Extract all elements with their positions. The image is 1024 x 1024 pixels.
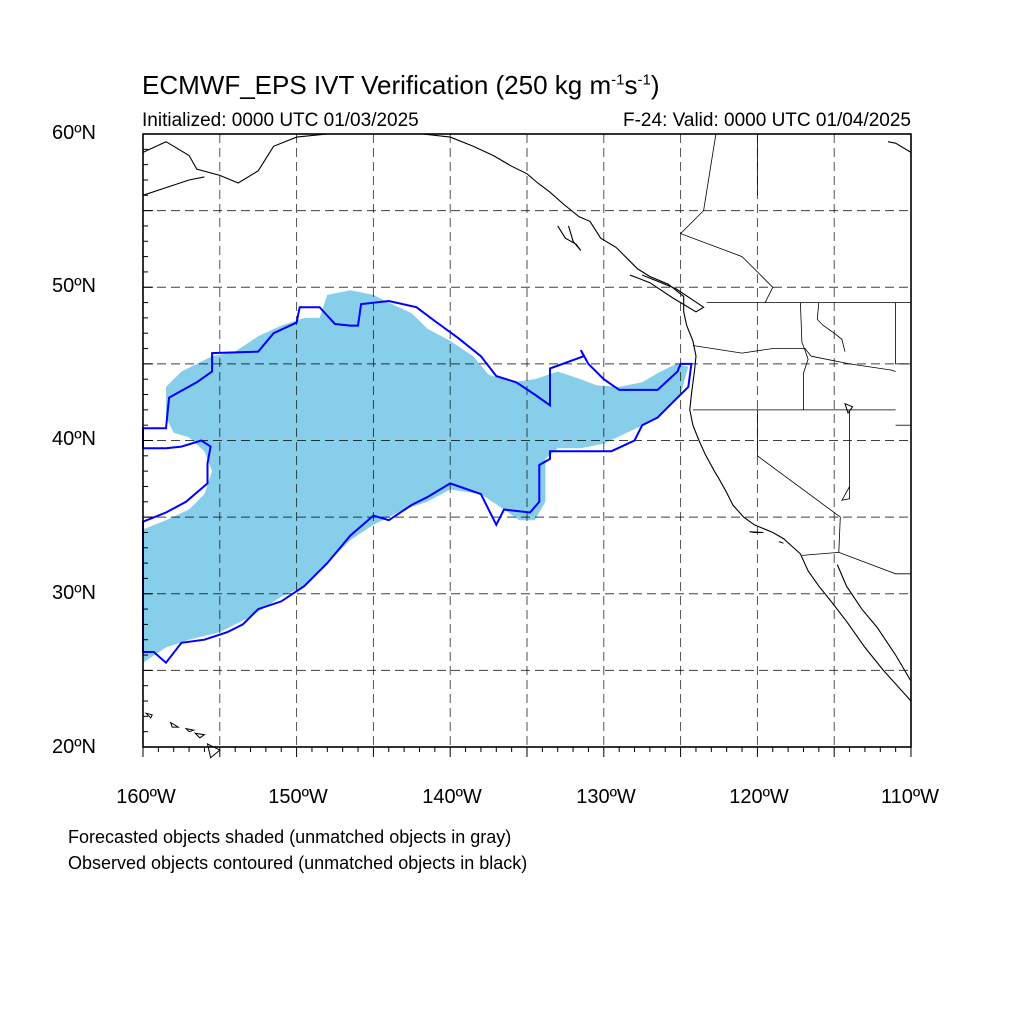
lat-label-60n: 60ºN xyxy=(52,122,96,144)
island-outline xyxy=(844,402,854,414)
lon-label-110w: 110ºW xyxy=(880,786,940,808)
island-outline xyxy=(778,541,784,544)
coastline xyxy=(887,141,912,153)
coastline xyxy=(836,564,912,682)
chart-title: ECMWF_EPS IVT Verification (250 kg m-1s-… xyxy=(142,70,660,100)
island-outline xyxy=(749,531,764,533)
political-border xyxy=(816,302,846,352)
political-border xyxy=(757,409,911,575)
political-border xyxy=(800,302,809,410)
island-outline xyxy=(169,721,181,728)
political-border xyxy=(679,133,774,303)
note-forecast: Forecasted objects shaded (unmatched obj… xyxy=(68,827,512,847)
political-border xyxy=(895,302,911,365)
lat-label-30n: 30ºN xyxy=(52,582,96,604)
lon-label-160w: 160ºW xyxy=(116,786,176,808)
initialized-time: Initialized: 0000 UTC 01/03/2025 xyxy=(142,110,419,131)
lat-label-20n: 20ºN xyxy=(52,736,96,758)
coastline xyxy=(629,274,705,313)
plot-frame xyxy=(142,133,912,748)
political-border xyxy=(841,409,850,501)
island-outline xyxy=(206,742,221,759)
forecast-object-shade xyxy=(143,290,689,663)
political-border xyxy=(692,345,896,372)
coastline xyxy=(557,225,582,251)
observed-object-contour xyxy=(142,299,693,665)
island-outline xyxy=(144,712,153,719)
lon-label-150w: 150ºW xyxy=(268,786,328,808)
lon-label-120w: 120ºW xyxy=(729,786,789,808)
lon-label-140w: 140ºW xyxy=(422,786,482,808)
coastline xyxy=(422,133,912,702)
lat-label-40n: 40ºN xyxy=(52,428,96,450)
note-observed: Observed objects contoured (unmatched ob… xyxy=(68,853,528,873)
coastline xyxy=(142,133,328,184)
political-border xyxy=(801,552,839,556)
lon-label-130w: 130ºW xyxy=(576,786,636,808)
coastline xyxy=(142,176,205,196)
valid-time: F-24: Valid: 0000 UTC 01/04/2025 xyxy=(623,110,911,131)
lat-label-50n: 50ºN xyxy=(52,275,96,297)
island-outline xyxy=(193,732,206,739)
island-outline xyxy=(184,727,196,733)
